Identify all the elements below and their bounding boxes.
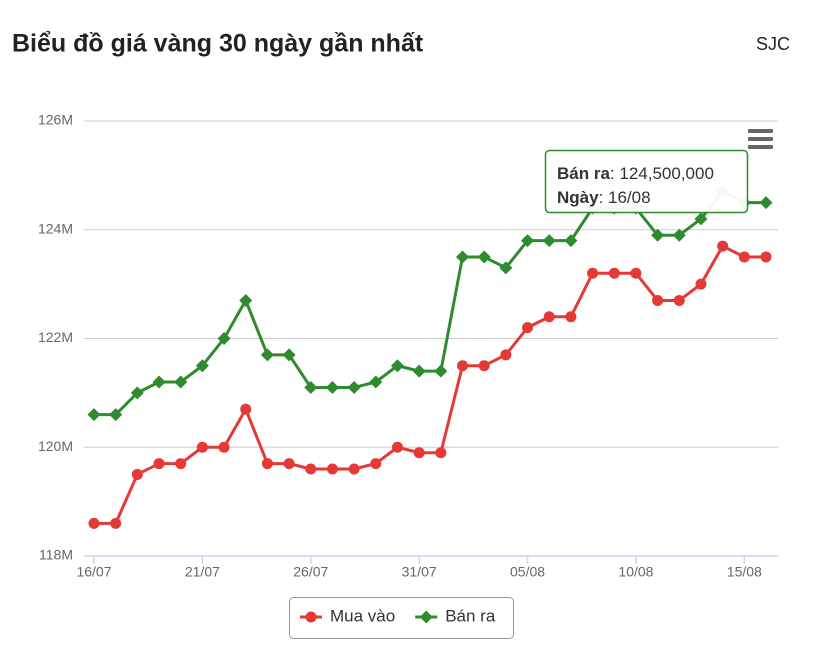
series-line — [94, 190, 766, 417]
data-point — [391, 441, 403, 453]
data-point — [305, 463, 317, 475]
menu-icon-bar — [748, 129, 773, 133]
series — [88, 240, 772, 529]
series — [87, 185, 773, 422]
data-point — [564, 234, 578, 248]
menu-icon-bar — [748, 145, 773, 149]
data-point — [325, 380, 339, 394]
data-point — [651, 228, 665, 242]
data-point — [260, 348, 274, 362]
x-tick-label: 15/08 — [727, 564, 762, 580]
data-point — [695, 278, 707, 290]
data-point — [608, 267, 620, 279]
tooltip-value: : 16/08 — [599, 188, 651, 207]
data-point — [174, 375, 188, 389]
legend: Mua vào Bán ra — [289, 597, 514, 639]
data-point — [390, 359, 404, 373]
data-point — [413, 447, 425, 459]
tooltip-box — [544, 149, 749, 214]
x-tick-label: 10/08 — [618, 564, 653, 580]
data-point — [500, 349, 512, 361]
data-point — [195, 359, 209, 373]
data-point — [109, 408, 123, 422]
data-point — [738, 251, 750, 263]
y-tick-label: 122M — [38, 329, 73, 345]
data-point — [87, 408, 101, 422]
tooltip-row: Bán ra: 124,500,000 — [557, 164, 714, 183]
data-point — [499, 261, 513, 275]
data-point — [673, 294, 685, 306]
x-tick-label: 26/07 — [293, 564, 328, 580]
data-point — [542, 234, 556, 248]
data-point — [478, 360, 490, 372]
tooltip-row: Ngày: 16/08 — [557, 188, 651, 207]
data-point — [304, 380, 318, 394]
data-point — [412, 364, 426, 378]
tooltip-label: Ngày — [557, 188, 599, 207]
legend-label[interactable]: Mua vào — [330, 606, 395, 625]
data-point — [348, 463, 360, 475]
data-point — [434, 364, 448, 378]
data-point — [630, 267, 642, 279]
data-point — [110, 517, 122, 529]
data-point — [672, 228, 686, 242]
data-point — [369, 375, 383, 389]
data-point — [196, 441, 208, 453]
y-tick-label: 124M — [38, 220, 73, 236]
tooltip-value: : 124,500,000 — [610, 164, 714, 183]
legend-symbol — [305, 611, 317, 623]
data-point — [370, 458, 382, 470]
x-tick-label: 16/07 — [76, 564, 111, 580]
data-point — [521, 234, 535, 248]
source-label: SJC — [756, 34, 790, 54]
legend-item[interactable]: Bán ra — [415, 606, 496, 625]
data-point — [88, 517, 100, 529]
menu-button[interactable] — [746, 127, 774, 151]
data-point — [240, 403, 252, 415]
data-point — [435, 447, 447, 459]
tooltip-label: Bán ra — [557, 164, 610, 183]
y-tick-label: 126M — [38, 112, 73, 128]
data-point — [283, 458, 295, 470]
data-point — [457, 360, 469, 372]
data-point — [759, 196, 773, 210]
data-point — [543, 311, 555, 323]
data-point — [130, 386, 144, 400]
data-point — [261, 458, 273, 470]
data-point — [152, 375, 166, 389]
y-tick-label: 120M — [38, 438, 73, 454]
legend-label[interactable]: Bán ra — [445, 606, 496, 625]
legend-box — [289, 597, 514, 639]
data-point — [760, 251, 772, 263]
x-tick-label: 31/07 — [402, 564, 437, 580]
data-point — [282, 348, 296, 362]
data-point — [694, 212, 708, 226]
data-point — [326, 463, 338, 475]
legend-item[interactable]: Mua vào — [300, 606, 395, 625]
chart-title: Biểu đồ giá vàng 30 ngày gần nhất — [12, 30, 424, 58]
data-point — [652, 294, 664, 306]
data-point — [587, 267, 599, 279]
menu-icon-bar — [748, 137, 773, 141]
data-point — [175, 458, 187, 470]
data-point — [565, 311, 577, 323]
x-tick-label: 05/08 — [510, 564, 545, 580]
data-point — [456, 250, 470, 264]
legend-symbol — [419, 610, 433, 624]
data-point — [131, 468, 143, 480]
data-point — [522, 322, 534, 334]
data-point — [347, 380, 361, 394]
tooltip: Bán ra: 124,500,000 Ngày: 16/08 — [544, 149, 749, 214]
data-point — [239, 293, 253, 307]
series-line — [94, 244, 766, 525]
x-tick-label: 21/07 — [185, 564, 220, 580]
data-point — [153, 458, 165, 470]
y-tick-label: 118M — [39, 547, 73, 563]
data-point — [217, 332, 231, 345]
data-point — [218, 441, 230, 453]
data-point — [477, 250, 491, 264]
data-point — [717, 240, 729, 252]
